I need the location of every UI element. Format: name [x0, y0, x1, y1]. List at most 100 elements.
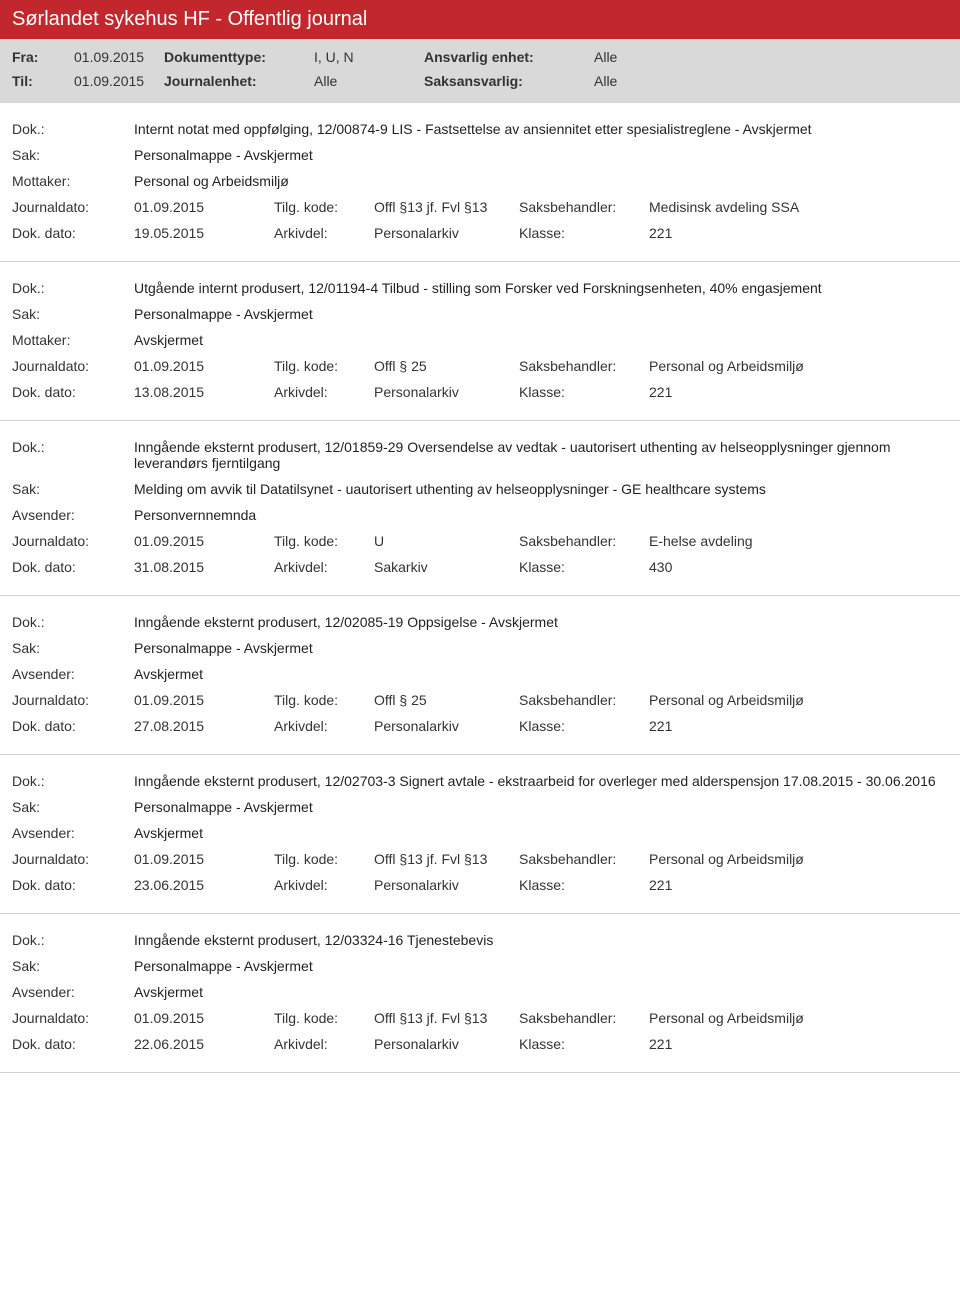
arkivdel-label: Arkivdel: — [274, 718, 374, 734]
dok-label: Dok.: — [12, 614, 134, 630]
journaldato-value: 01.09.2015 — [134, 692, 274, 708]
klasse-value: 221 — [649, 384, 869, 400]
tilgkode-label: Tilg. kode: — [274, 1010, 374, 1026]
journaldato-value: 01.09.2015 — [134, 1010, 274, 1026]
arkivdel-value: Personalarkiv — [374, 877, 519, 893]
dok-value: Inngående eksternt produsert, 12/03324-1… — [134, 932, 948, 948]
arkivdel-value: Personalarkiv — [374, 225, 519, 241]
tilgkode-value: Offl §13 jf. Fvl §13 — [374, 199, 519, 215]
journal-entry: Dok.: Internt notat med oppfølging, 12/0… — [0, 103, 960, 262]
klasse-value: 221 — [649, 225, 869, 241]
dokdato-value: 31.08.2015 — [134, 559, 274, 575]
saksbehandler-value: Personal og Arbeidsmiljø — [649, 1010, 869, 1026]
saksbehandler-value: Personal og Arbeidsmiljø — [649, 692, 869, 708]
klasse-label: Klasse: — [519, 559, 649, 575]
saksansvarlig-label: Saksansvarlig: — [424, 73, 594, 89]
party-label: Avsender: — [12, 666, 134, 682]
tilgkode-label: Tilg. kode: — [274, 851, 374, 867]
arkivdel-label: Arkivdel: — [274, 225, 374, 241]
fra-value: 01.09.2015 — [74, 49, 164, 65]
dok-label: Dok.: — [12, 121, 134, 137]
saksbehandler-label: Saksbehandler: — [519, 1010, 649, 1026]
sak-label: Sak: — [12, 306, 134, 322]
journaldato-label: Journaldato: — [12, 199, 134, 215]
arkivdel-label: Arkivdel: — [274, 1036, 374, 1052]
journaldato-value: 01.09.2015 — [134, 199, 274, 215]
dokdato-value: 22.06.2015 — [134, 1036, 274, 1052]
saksbehandler-label: Saksbehandler: — [519, 358, 649, 374]
arkivdel-value: Personalarkiv — [374, 718, 519, 734]
dok-value: Internt notat med oppfølging, 12/00874-9… — [134, 121, 948, 137]
klasse-label: Klasse: — [519, 225, 649, 241]
journal-entry: Dok.: Utgående internt produsert, 12/011… — [0, 262, 960, 421]
fra-label: Fra: — [12, 49, 74, 65]
tilgkode-label: Tilg. kode: — [274, 199, 374, 215]
dokdato-label: Dok. dato: — [12, 384, 134, 400]
klasse-value: 430 — [649, 559, 869, 575]
dok-label: Dok.: — [12, 932, 134, 948]
tilgkode-label: Tilg. kode: — [274, 358, 374, 374]
ansvarlig-value: Alle — [594, 49, 794, 65]
saksbehandler-label: Saksbehandler: — [519, 533, 649, 549]
dokdato-value: 13.08.2015 — [134, 384, 274, 400]
klasse-value: 221 — [649, 718, 869, 734]
journal-entry: Dok.: Inngående eksternt produsert, 12/0… — [0, 914, 960, 1073]
tilgkode-value: Offl § 25 — [374, 692, 519, 708]
tilgkode-value: Offl §13 jf. Fvl §13 — [374, 1010, 519, 1026]
dokdato-value: 27.08.2015 — [134, 718, 274, 734]
journaldato-label: Journaldato: — [12, 358, 134, 374]
journal-entry: Dok.: Inngående eksternt produsert, 12/0… — [0, 421, 960, 596]
doktype-value: I, U, N — [314, 49, 424, 65]
sak-label: Sak: — [12, 640, 134, 656]
klasse-value: 221 — [649, 877, 869, 893]
saksbehandler-value: Personal og Arbeidsmiljø — [649, 851, 869, 867]
dok-label: Dok.: — [12, 439, 134, 471]
dok-value: Inngående eksternt produsert, 12/02703-3… — [134, 773, 948, 789]
klasse-label: Klasse: — [519, 877, 649, 893]
party-value: Personvernnemnda — [134, 507, 948, 523]
doktype-label: Dokumenttype: — [164, 49, 314, 65]
tilgkode-value: Offl § 25 — [374, 358, 519, 374]
sak-value: Melding om avvik til Datatilsynet - uaut… — [134, 481, 948, 497]
dok-value: Inngående eksternt produsert, 12/02085-1… — [134, 614, 948, 630]
arkivdel-label: Arkivdel: — [274, 877, 374, 893]
tilgkode-label: Tilg. kode: — [274, 533, 374, 549]
sak-label: Sak: — [12, 799, 134, 815]
journaldato-label: Journaldato: — [12, 851, 134, 867]
saksbehandler-value: E-helse avdeling — [649, 533, 869, 549]
klasse-label: Klasse: — [519, 718, 649, 734]
party-label: Mottaker: — [12, 332, 134, 348]
arkivdel-value: Personalarkiv — [374, 1036, 519, 1052]
saksbehandler-label: Saksbehandler: — [519, 851, 649, 867]
party-value: Avskjermet — [134, 332, 948, 348]
sak-value: Personalmappe - Avskjermet — [134, 640, 948, 656]
dokdato-label: Dok. dato: — [12, 225, 134, 241]
journaldato-label: Journaldato: — [12, 533, 134, 549]
dokdato-label: Dok. dato: — [12, 718, 134, 734]
dok-label: Dok.: — [12, 773, 134, 789]
saksbehandler-value: Medisinsk avdeling SSA — [649, 199, 869, 215]
journaldato-value: 01.09.2015 — [134, 358, 274, 374]
saksbehandler-value: Personal og Arbeidsmiljø — [649, 358, 869, 374]
klasse-label: Klasse: — [519, 1036, 649, 1052]
filter-header: Fra: 01.09.2015 Dokumenttype: I, U, N An… — [0, 39, 960, 103]
dok-value: Utgående internt produsert, 12/01194-4 T… — [134, 280, 948, 296]
party-value: Avskjermet — [134, 984, 948, 1000]
arkivdel-label: Arkivdel: — [274, 384, 374, 400]
til-value: 01.09.2015 — [74, 73, 164, 89]
dokdato-label: Dok. dato: — [12, 877, 134, 893]
dokdato-label: Dok. dato: — [12, 1036, 134, 1052]
sak-label: Sak: — [12, 481, 134, 497]
journaldato-label: Journaldato: — [12, 692, 134, 708]
dokdato-label: Dok. dato: — [12, 559, 134, 575]
klasse-value: 221 — [649, 1036, 869, 1052]
arkivdel-value: Personalarkiv — [374, 384, 519, 400]
party-value: Personal og Arbeidsmiljø — [134, 173, 948, 189]
journal-entry: Dok.: Inngående eksternt produsert, 12/0… — [0, 596, 960, 755]
party-label: Avsender: — [12, 825, 134, 841]
tilgkode-label: Tilg. kode: — [274, 692, 374, 708]
arkivdel-label: Arkivdel: — [274, 559, 374, 575]
sak-value: Personalmappe - Avskjermet — [134, 147, 948, 163]
dokdato-value: 19.05.2015 — [134, 225, 274, 241]
party-label: Avsender: — [12, 984, 134, 1000]
